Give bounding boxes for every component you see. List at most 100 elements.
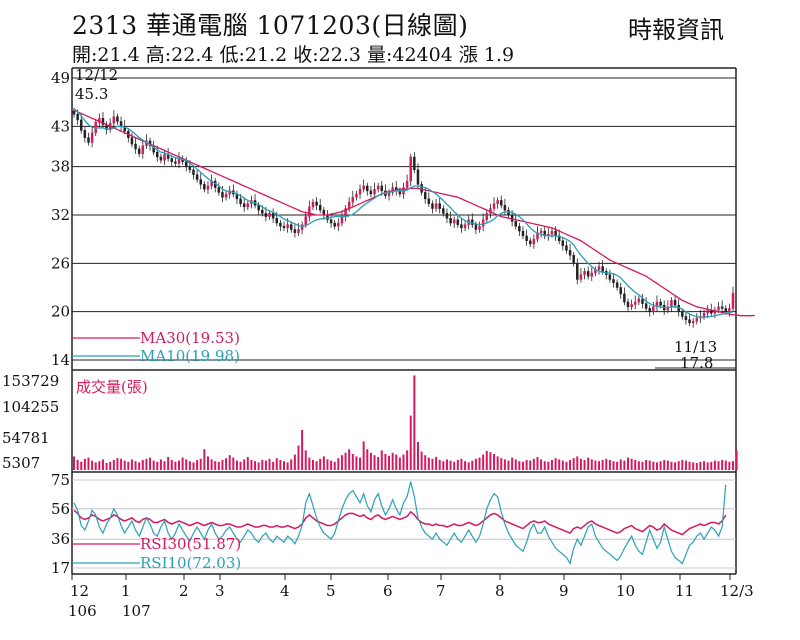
- candle-body: [311, 201, 315, 208]
- volume-bar: [681, 459, 684, 470]
- volume-bar: [359, 457, 362, 470]
- volume-bar: [608, 459, 611, 470]
- volume-bar: [427, 457, 430, 470]
- candle-body: [358, 188, 362, 195]
- candle-body: [684, 316, 688, 320]
- volume-bar: [159, 459, 162, 470]
- volume-bar: [293, 454, 296, 470]
- candle-body: [720, 306, 724, 309]
- candle-body: [297, 229, 300, 233]
- low-value-label: 17.8: [680, 354, 713, 372]
- volume-bar: [235, 460, 238, 470]
- candle-body: [601, 266, 604, 272]
- candle-body: [304, 216, 307, 225]
- candle-body: [586, 271, 590, 277]
- volume-bar: [123, 460, 126, 470]
- candle-body: [141, 145, 145, 154]
- candle-body: [123, 126, 126, 132]
- volume-bar: [73, 456, 75, 470]
- candle-body: [185, 161, 188, 167]
- volume-bar: [322, 456, 325, 470]
- volume-bar: [456, 459, 459, 470]
- volume-bar: [388, 455, 391, 470]
- volume-bar: [398, 457, 401, 470]
- volume-bar: [500, 458, 503, 470]
- volume-bar: [185, 459, 188, 470]
- volume-bar: [174, 461, 177, 470]
- volume-bar: [616, 461, 619, 470]
- candle-body: [119, 121, 123, 127]
- volume-bar: [688, 461, 691, 470]
- candle-body: [373, 188, 376, 195]
- volume-bar: [630, 458, 633, 470]
- volume-bar: [558, 459, 561, 470]
- volume-bar: [76, 459, 79, 470]
- volume-bar: [409, 415, 412, 470]
- volume-bar: [634, 459, 637, 470]
- volume-bar: [453, 461, 456, 470]
- candle-body: [87, 137, 90, 143]
- year-label: 106: [68, 602, 97, 620]
- month-label: 4: [280, 582, 290, 600]
- volume-bar: [612, 461, 615, 470]
- volume-bar: [445, 459, 448, 470]
- high-value-label: 45.3: [75, 85, 108, 103]
- high-date-label: 12/12: [75, 66, 118, 84]
- volume-bar: [464, 461, 467, 470]
- candle-body: [413, 156, 416, 171]
- volume-bar: [340, 455, 343, 470]
- price-axis: 49 43 38 32 26 20 14: [51, 69, 70, 369]
- candle-body: [673, 300, 677, 306]
- volume-bar: [623, 460, 626, 470]
- candle-body: [518, 226, 521, 232]
- candle-body: [442, 208, 445, 214]
- volume-bar: [601, 459, 604, 470]
- volume-bar: [655, 462, 658, 470]
- candle-body: [717, 306, 720, 311]
- volume-bar: [319, 458, 322, 470]
- volume-bar: [130, 459, 133, 470]
- volume-bar: [275, 458, 278, 470]
- volume-bar: [706, 462, 709, 470]
- volume-bar: [684, 460, 687, 470]
- volume-bar: [507, 460, 510, 470]
- candle-body: [666, 306, 670, 311]
- volume-bar: [351, 453, 354, 470]
- volume-bar: [474, 458, 477, 470]
- volume-bar: [666, 460, 669, 470]
- candle-body: [268, 213, 271, 217]
- month-label: 2: [179, 582, 189, 600]
- candle-body: [159, 156, 163, 161]
- candle-body: [366, 185, 369, 192]
- volume-bar: [478, 457, 481, 470]
- volume-bar: [695, 462, 698, 470]
- volume-bar: [735, 450, 738, 470]
- candle-body: [405, 180, 409, 188]
- volume-bar: [525, 459, 528, 470]
- candle-body: [608, 274, 612, 280]
- volume-bar: [518, 461, 521, 470]
- volume-bar: [366, 449, 369, 470]
- month-label: 12/3: [720, 582, 754, 600]
- candle-body: [568, 250, 572, 256]
- volume-bar: [420, 451, 423, 470]
- price-tick-label: 20: [51, 303, 70, 321]
- candle-body: [206, 185, 210, 190]
- candle-body: [731, 292, 735, 309]
- candle-body: [322, 209, 326, 216]
- volume-bar: [156, 461, 159, 470]
- volume-bar: [424, 455, 427, 470]
- volume-bar: [659, 461, 662, 470]
- candle-body: [239, 198, 242, 204]
- month-label: 5: [326, 582, 336, 600]
- volume-bar: [380, 450, 383, 470]
- volume-bar: [626, 457, 629, 470]
- candle-body: [271, 213, 275, 219]
- volume-bar: [579, 458, 582, 470]
- volume-bar: [438, 459, 441, 470]
- volume-bar: [413, 375, 416, 470]
- candle-body: [644, 303, 648, 309]
- volume-bar: [569, 459, 572, 470]
- volume-bar: [384, 453, 387, 470]
